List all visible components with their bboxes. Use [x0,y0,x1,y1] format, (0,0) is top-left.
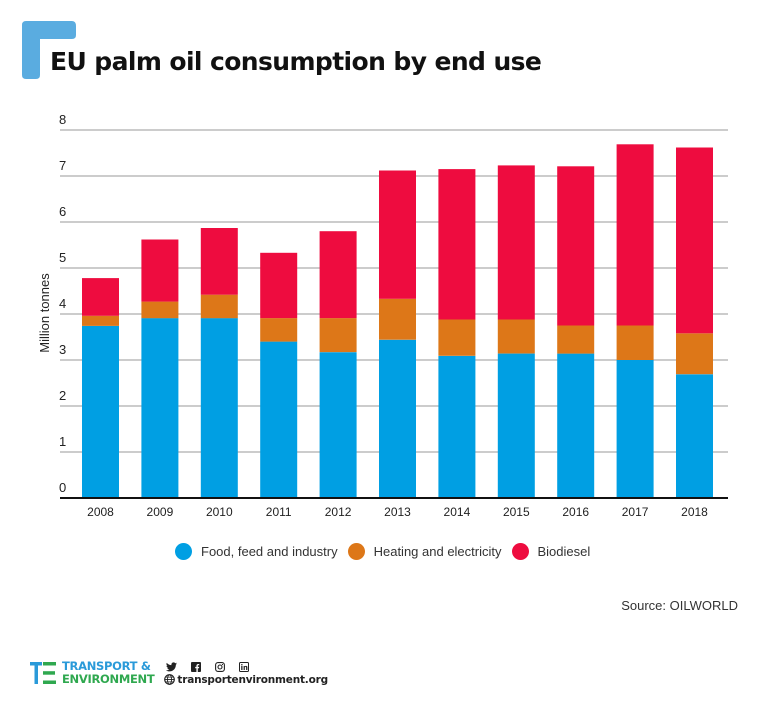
legend-label-food: Food, feed and industry [201,544,338,559]
bar-segment-2017-heating-and-electricity [616,325,654,360]
footer: TRANSPORT & ENVIRONMENT transportenviron… [30,660,328,686]
legend-item-food: Food, feed and industry [175,543,338,560]
instagram-icon[interactable] [214,662,225,673]
x-tick-label: 2011 [266,505,292,519]
bar-segment-2016-food-feed-and-industry [557,353,595,498]
brand-line-2: ENVIRONMENT [62,672,155,686]
bar-segment-2010-heating-and-electricity [200,294,238,319]
linkedin-icon[interactable] [238,662,249,673]
bar-segment-2012-biodiesel [319,231,357,319]
bar-segment-2011-biodiesel [260,252,298,319]
bar-segment-2008-heating-and-electricity [82,315,119,326]
x-tick-label: 2018 [681,505,708,519]
bar-segment-2012-food-feed-and-industry [319,352,357,498]
bar-segment-2013-heating-and-electricity [379,298,416,340]
globe-icon [164,674,176,685]
y-tick-label: 3 [59,342,66,357]
brand-name: TRANSPORT & ENVIRONMENT [62,659,155,686]
title-accent-bracket-icon [22,21,76,79]
te-logo-icon [30,662,56,684]
bar-segment-2015-biodiesel [497,165,535,320]
bar-segment-2013-biodiesel [379,170,416,299]
bar-segment-2018-heating-and-electricity [676,333,713,375]
bars [82,144,713,498]
bar-segment-2009-food-feed-and-industry [141,318,179,498]
bar-segment-2012-heating-and-electricity [319,318,357,353]
bar-segment-2013-food-feed-and-industry [379,339,416,498]
x-tick-label: 2016 [562,505,589,519]
x-tick-label: 2009 [147,505,174,519]
x-tick-label: 2008 [87,505,114,519]
bar-segment-2016-biodiesel [557,166,595,326]
y-tick-label: 1 [59,434,66,449]
bar-segment-2011-food-feed-and-industry [260,341,298,498]
y-tick-label: 8 [59,112,66,127]
bar-segment-2015-food-feed-and-industry [497,353,535,498]
bar-segment-2017-food-feed-and-industry [616,360,654,498]
bar-segment-2014-biodiesel [438,169,476,320]
bar-segment-2008-biodiesel [82,278,119,316]
legend-label-heating: Heating and electricity [373,544,502,559]
bar-segment-2016-heating-and-electricity [557,325,595,354]
website-url[interactable]: transportenvironment.org [177,673,328,686]
social-icons [166,661,328,674]
brand-line-1: TRANSPORT & [62,659,151,673]
legend-item-biodiesel: Biodiesel [511,543,591,560]
legend-label-biodiesel: Biodiesel [537,544,591,559]
chart-title: EU palm oil consumption by end use [50,47,542,76]
x-tick-label: 2013 [384,505,411,519]
x-tick-label: 2017 [622,505,649,519]
x-tick-label: 2014 [444,505,471,519]
legend-item-heating: Heating and electricity [347,543,502,560]
bar-segment-2018-food-feed-and-industry [676,374,713,498]
bar-segment-2014-heating-and-electricity [438,319,476,356]
y-tick-label: 4 [59,296,66,311]
bar-segment-2018-biodiesel [676,147,713,334]
bar-segment-2010-biodiesel [200,228,238,295]
website-link[interactable]: transportenvironment.org [164,674,328,686]
x-tick-label: 2015 [503,505,530,519]
legend: Food, feed and industry Heating and elec… [175,543,600,560]
x-tick-labels: 2008 2009 2010 2011 2012 2013 2014 2015 2016 2017… [87,505,708,519]
y-axis-label: Million tonnes [37,273,52,353]
x-tick-label: 2012 [325,505,352,519]
y-tick-label: 2 [59,388,66,403]
bar-segment-2008-food-feed-and-industry [82,326,119,498]
bar-segment-2017-biodiesel [616,144,654,326]
bar-segment-2009-heating-and-electricity [141,301,179,319]
y-tick-label: 0 [59,480,66,495]
y-tick-labels: 0 1 2 3 4 5 6 7 8 [59,112,66,495]
legend-swatch-biodiesel-icon [511,543,529,560]
y-tick-label: 6 [59,204,66,219]
x-tick-label: 2010 [206,505,233,519]
y-tick-label: 5 [59,250,66,265]
y-tick-label: 7 [59,158,66,173]
bar-segment-2014-food-feed-and-industry [438,355,476,498]
bar-segment-2015-heating-and-electricity [497,319,535,354]
social-block: transportenvironment.org [164,661,328,686]
bar-segment-2009-biodiesel [141,239,179,302]
facebook-icon[interactable] [190,662,201,673]
bar-segment-2011-heating-and-electricity [260,318,298,342]
bar-segment-2010-food-feed-and-industry [200,318,238,498]
twitter-icon[interactable] [166,662,178,673]
legend-swatch-food-icon [175,543,192,560]
source-note: Source: OILWORLD [621,598,738,613]
legend-swatch-heating-icon [347,543,365,560]
